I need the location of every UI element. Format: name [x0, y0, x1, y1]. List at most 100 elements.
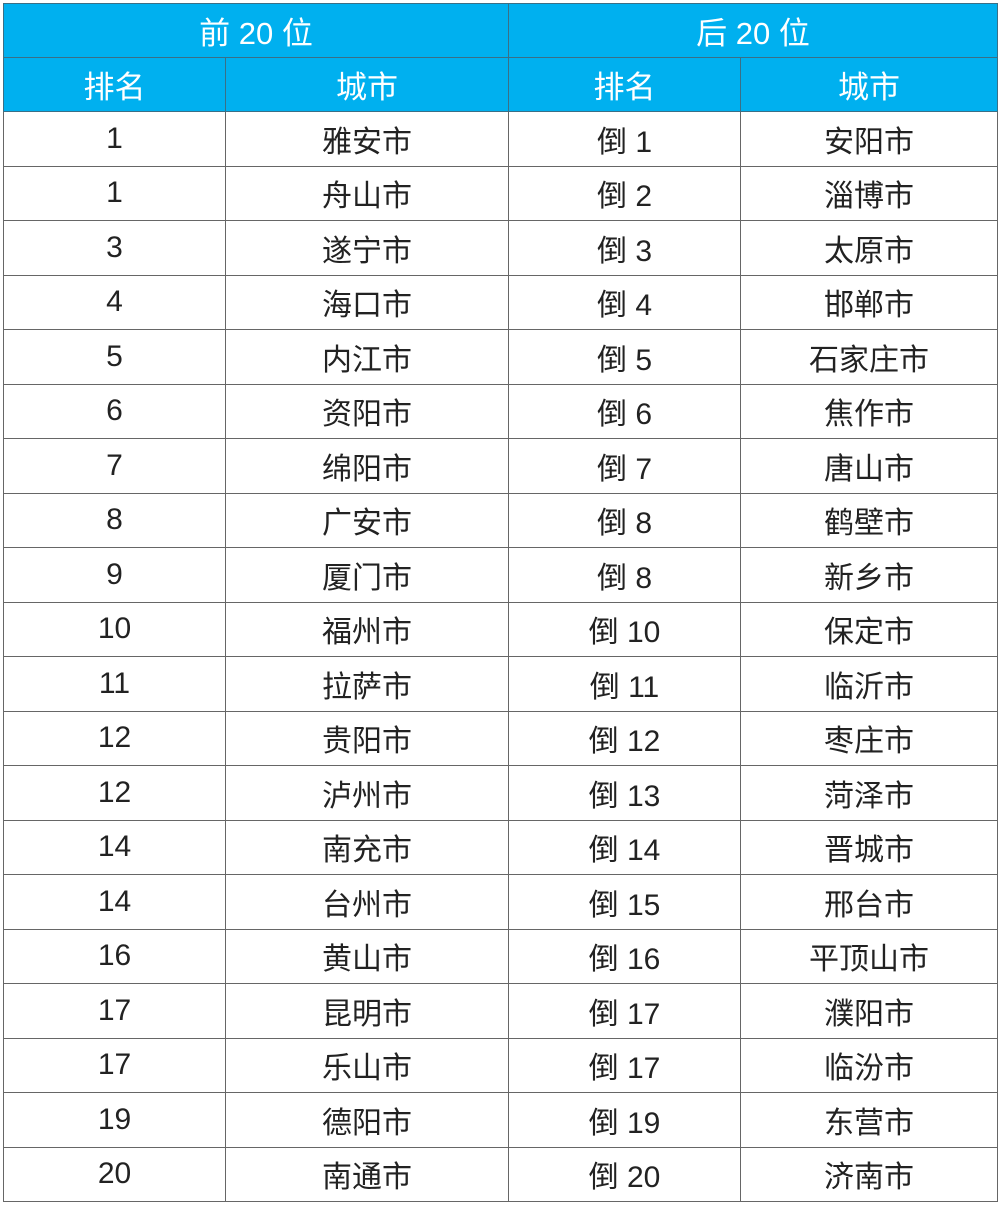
top-rank-cell: 20 [3, 1146, 226, 1202]
bottom-20-header: 后 20 位 [508, 3, 998, 58]
table-row: 4 海口市倒 4 邯郸市 [3, 274, 998, 330]
bottom-city-cell: 保定市 [740, 601, 998, 657]
top-city-cell: 南充市 [225, 819, 509, 875]
top-rank-cell: 5 [3, 329, 226, 385]
table-row: 12 泸州市倒 13 菏泽市 [3, 765, 998, 821]
table-row: 5 内江市倒 5 石家庄市 [3, 329, 998, 385]
top-city-cell: 资阳市 [225, 383, 509, 439]
top-city-cell: 雅安市 [225, 111, 509, 167]
bottom-rank-header: 排名 [508, 57, 741, 112]
top-city-cell: 绵阳市 [225, 438, 509, 494]
top-city-cell: 台州市 [225, 874, 509, 930]
bottom-city-cell: 邯郸市 [740, 274, 998, 330]
bottom-rank-cell: 倒 15 [508, 874, 741, 930]
table-body: 1 雅安市倒 1 安阳市 1 舟山市倒 2 淄博市 3 遂宁市倒 3 太原市 4 海口市倒 4 邯郸市… [3, 111, 998, 1202]
group-header-row: 前 20 位 后 20 位 [3, 3, 998, 58]
top-city-cell: 广安市 [225, 492, 509, 548]
bottom-city-cell: 淄博市 [740, 165, 998, 221]
bottom-rank-cell: 倒 6 [508, 383, 741, 439]
bottom-rank-cell: 倒 11 [508, 656, 741, 712]
table-row: 6 资阳市倒 6 焦作市 [3, 383, 998, 439]
top-rank-cell: 17 [3, 1037, 226, 1093]
table-row: 8 广安市倒 8 鹤壁市 [3, 492, 998, 548]
bottom-city-cell: 济南市 [740, 1146, 998, 1202]
bottom-city-cell: 安阳市 [740, 111, 998, 167]
top-rank-cell: 14 [3, 874, 226, 930]
bottom-city-cell: 唐山市 [740, 438, 998, 494]
top-rank-cell: 16 [3, 928, 226, 984]
top-rank-cell: 12 [3, 710, 226, 766]
bottom-rank-cell: 倒 8 [508, 547, 741, 603]
bottom-city-cell: 晋城市 [740, 819, 998, 875]
top-rank-cell: 14 [3, 819, 226, 875]
table-row: 17 乐山市倒 17 临汾市 [3, 1037, 998, 1093]
bottom-rank-cell: 倒 19 [508, 1092, 741, 1148]
bottom-city-cell: 东营市 [740, 1092, 998, 1148]
bottom-rank-cell: 倒 4 [508, 274, 741, 330]
top-rank-cell: 8 [3, 492, 226, 548]
bottom-city-header: 城市 [740, 57, 998, 112]
bottom-city-cell: 鹤壁市 [740, 492, 998, 548]
bottom-city-cell: 临沂市 [740, 656, 998, 712]
table-row: 19 德阳市倒 19 东营市 [3, 1092, 998, 1148]
bottom-rank-cell: 倒 12 [508, 710, 741, 766]
table-row: 14 台州市倒 15 邢台市 [3, 874, 998, 930]
top-rank-cell: 4 [3, 274, 226, 330]
table-row: 14 南充市倒 14 晋城市 [3, 819, 998, 875]
bottom-rank-cell: 倒 20 [508, 1146, 741, 1202]
top-rank-cell: 3 [3, 220, 226, 276]
table-row: 9 厦门市倒 8 新乡市 [3, 547, 998, 603]
top-20-header: 前 20 位 [3, 3, 509, 58]
top-city-cell: 拉萨市 [225, 656, 509, 712]
top-city-cell: 福州市 [225, 601, 509, 657]
top-rank-cell: 7 [3, 438, 226, 494]
top-rank-cell: 10 [3, 601, 226, 657]
bottom-city-cell: 平顶山市 [740, 928, 998, 984]
table-row: 10 福州市倒 10 保定市 [3, 601, 998, 657]
top-rank-cell: 1 [3, 111, 226, 167]
table-row: 17 昆明市倒 17 濮阳市 [3, 983, 998, 1039]
bottom-city-cell: 濮阳市 [740, 983, 998, 1039]
top-rank-cell: 17 [3, 983, 226, 1039]
table-row: 1 雅安市倒 1 安阳市 [3, 111, 998, 167]
table-row: 11 拉萨市倒 11 临沂市 [3, 656, 998, 712]
top-city-cell: 海口市 [225, 274, 509, 330]
bottom-city-cell: 菏泽市 [740, 765, 998, 821]
top-city-cell: 南通市 [225, 1146, 509, 1202]
bottom-rank-cell: 倒 13 [508, 765, 741, 821]
bottom-city-cell: 焦作市 [740, 383, 998, 439]
top-rank-cell: 12 [3, 765, 226, 821]
column-header-row: 排名 城市 排名 城市 [3, 57, 998, 112]
table-row: 16 黄山市倒 16 平顶山市 [3, 928, 998, 984]
table-row: 1 舟山市倒 2 淄博市 [3, 165, 998, 221]
bottom-rank-cell: 倒 3 [508, 220, 741, 276]
bottom-rank-cell: 倒 14 [508, 819, 741, 875]
table-row: 3 遂宁市倒 3 太原市 [3, 220, 998, 276]
top-city-cell: 乐山市 [225, 1037, 509, 1093]
bottom-city-cell: 太原市 [740, 220, 998, 276]
bottom-city-cell: 临汾市 [740, 1037, 998, 1093]
bottom-rank-cell: 倒 16 [508, 928, 741, 984]
bottom-city-cell: 枣庄市 [740, 710, 998, 766]
top-city-cell: 内江市 [225, 329, 509, 385]
top-city-cell: 厦门市 [225, 547, 509, 603]
top-rank-cell: 11 [3, 656, 226, 712]
bottom-rank-cell: 倒 2 [508, 165, 741, 221]
bottom-rank-cell: 倒 8 [508, 492, 741, 548]
bottom-city-cell: 新乡市 [740, 547, 998, 603]
top-rank-cell: 1 [3, 165, 226, 221]
top-rank-cell: 19 [3, 1092, 226, 1148]
table-row: 20 南通市倒 20 济南市 [3, 1146, 998, 1202]
top-city-cell: 舟山市 [225, 165, 509, 221]
top-city-cell: 泸州市 [225, 765, 509, 821]
top-rank-cell: 9 [3, 547, 226, 603]
top-city-cell: 贵阳市 [225, 710, 509, 766]
top-city-header: 城市 [225, 57, 509, 112]
top-city-cell: 昆明市 [225, 983, 509, 1039]
top-city-cell: 遂宁市 [225, 220, 509, 276]
bottom-rank-cell: 倒 1 [508, 111, 741, 167]
bottom-rank-cell: 倒 17 [508, 983, 741, 1039]
bottom-rank-cell: 倒 17 [508, 1037, 741, 1093]
city-ranking-table: 前 20 位 后 20 位 排名 城市 排名 城市 1 雅安市倒 1 安阳市 1 舟山市… [3, 3, 998, 1202]
table-row: 7 绵阳市倒 7 唐山市 [3, 438, 998, 494]
